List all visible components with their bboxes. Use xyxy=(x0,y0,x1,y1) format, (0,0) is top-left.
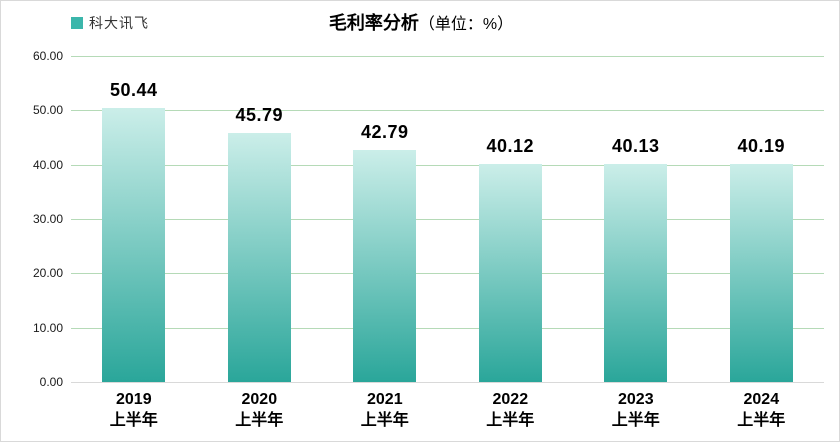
x-axis-category-period: 上半年 xyxy=(486,412,535,429)
bar-value-label: 42.79 xyxy=(361,121,409,142)
bar xyxy=(102,107,166,382)
bar-value-label: 40.13 xyxy=(612,136,660,156)
x-axis-category-period: 上半年 xyxy=(737,412,786,429)
y-axis-tick-label: 20.00 xyxy=(32,266,63,281)
y-axis-tick-label: 30.00 xyxy=(32,212,63,226)
gridline xyxy=(71,382,824,383)
gridline xyxy=(71,110,824,112)
x-axis-category-label: 2023 上半年 xyxy=(581,389,691,431)
y-axis-tick-label: 40.00 xyxy=(32,157,63,172)
y-axis-tick-label: 60.00 xyxy=(32,49,63,63)
chart-title-unit: （单位：%） xyxy=(418,16,514,33)
bar-value-label: 45.79 xyxy=(235,105,284,126)
x-axis-category-period: 上半年 xyxy=(360,412,409,429)
gridline xyxy=(71,56,824,57)
x-axis-category-period: 上半年 xyxy=(235,412,284,429)
x-axis-category-label: 2019 上半年 xyxy=(79,389,189,431)
x-axis-category-year: 2021 xyxy=(367,391,403,408)
legend-label: 科大讯飞 xyxy=(89,15,149,31)
x-axis-category-label: 2022 上半年 xyxy=(455,389,565,431)
bar-value-label: 40.19 xyxy=(737,135,786,156)
legend: 科大讯飞 xyxy=(71,13,149,33)
chart-title-main: 毛利率分析 xyxy=(328,13,419,33)
y-axis-tick-label: 50.00 xyxy=(32,103,63,118)
x-axis-category-year: 2024 xyxy=(743,391,780,408)
legend-swatch-icon xyxy=(71,17,83,29)
bar xyxy=(227,133,291,382)
x-axis-category-year: 2020 xyxy=(241,391,278,408)
x-axis-category-period: 上半年 xyxy=(109,412,158,429)
x-axis-category-year: 2023 xyxy=(618,391,654,408)
x-axis-category-label: 2024 上半年 xyxy=(706,389,816,431)
y-axis-tick-label: 10.00 xyxy=(32,320,63,335)
gridline xyxy=(71,273,824,275)
bar xyxy=(729,163,793,382)
gridline xyxy=(71,219,824,220)
bar xyxy=(604,164,668,382)
chart-title: 毛利率分析（单位：%） xyxy=(1,9,839,35)
x-axis-category-year: 2019 xyxy=(116,391,152,408)
y-axis-tick-label: 0.00 xyxy=(39,375,63,389)
gridline xyxy=(71,164,824,166)
x-axis-category-label: 2021 上半年 xyxy=(330,389,440,431)
x-axis-category-label: 2020 上半年 xyxy=(204,389,314,431)
bar-value-label: 40.12 xyxy=(486,136,535,156)
bar-value-label: 50.44 xyxy=(110,79,158,100)
x-axis-category-year: 2022 xyxy=(492,391,529,408)
bar xyxy=(478,164,542,382)
bar xyxy=(353,149,417,382)
x-axis-category-period: 上半年 xyxy=(611,412,660,429)
gridline xyxy=(71,327,824,329)
